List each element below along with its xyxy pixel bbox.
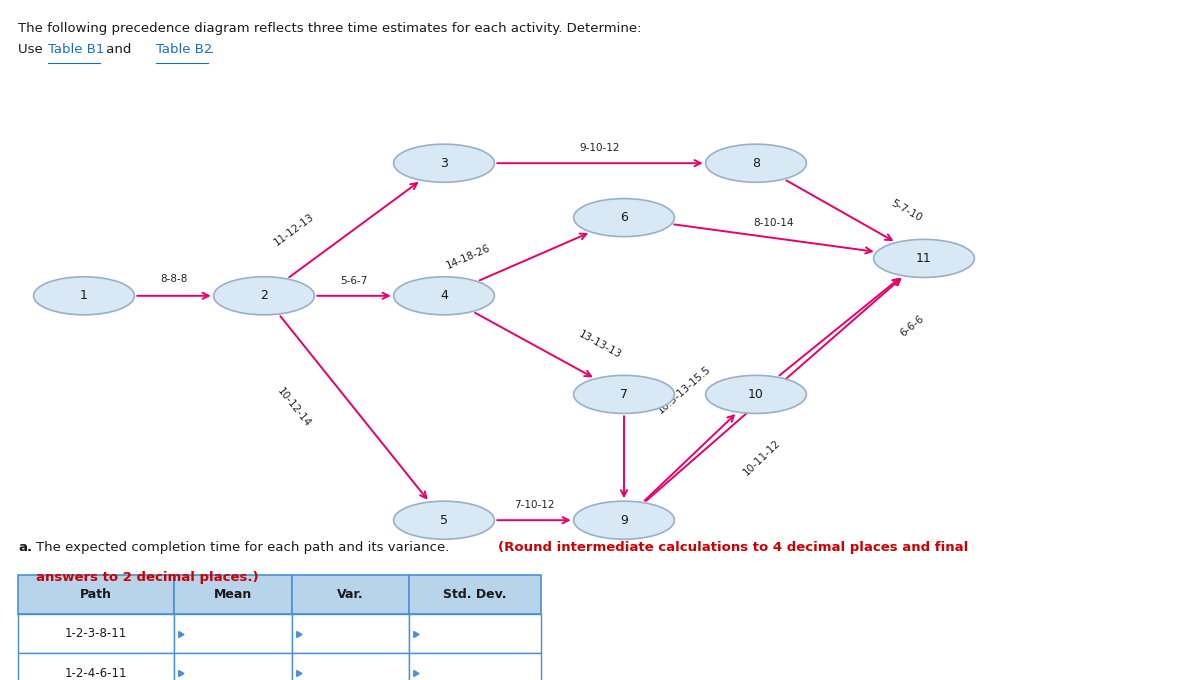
Ellipse shape bbox=[874, 239, 974, 277]
Bar bbox=[174, 614, 292, 653]
Text: 1: 1 bbox=[80, 289, 88, 303]
Text: 5-7-10: 5-7-10 bbox=[889, 198, 923, 224]
Text: 9-10-12: 9-10-12 bbox=[580, 143, 620, 153]
Text: 11: 11 bbox=[916, 252, 932, 265]
Bar bbox=[18, 653, 174, 680]
Text: (Round intermediate calculations to 4 decimal places and final: (Round intermediate calculations to 4 de… bbox=[498, 541, 968, 554]
Ellipse shape bbox=[394, 277, 494, 315]
Text: 7: 7 bbox=[620, 388, 628, 401]
Ellipse shape bbox=[574, 501, 674, 539]
Ellipse shape bbox=[706, 144, 806, 182]
Bar bbox=[174, 653, 292, 680]
Ellipse shape bbox=[394, 501, 494, 539]
Text: 6-6-6: 6-6-6 bbox=[899, 314, 925, 339]
Text: 3: 3 bbox=[440, 156, 448, 170]
Text: 1-2-4-6-11: 1-2-4-6-11 bbox=[65, 666, 127, 680]
Text: answers to 2 decimal places.): answers to 2 decimal places.) bbox=[36, 571, 259, 583]
Text: 10-11-12: 10-11-12 bbox=[742, 437, 782, 477]
Text: 9: 9 bbox=[620, 513, 628, 527]
Text: The expected completion time for each path and its variance.: The expected completion time for each pa… bbox=[36, 541, 454, 554]
Text: 4: 4 bbox=[440, 289, 448, 303]
Text: 8-8-8: 8-8-8 bbox=[161, 274, 187, 284]
Bar bbox=[18, 614, 174, 653]
Bar bbox=[292, 575, 409, 614]
Bar bbox=[292, 653, 409, 680]
Ellipse shape bbox=[706, 375, 806, 413]
Text: 2: 2 bbox=[260, 289, 268, 303]
Text: Table B1: Table B1 bbox=[48, 43, 104, 56]
Bar bbox=[18, 575, 174, 614]
Ellipse shape bbox=[34, 277, 134, 315]
Text: 5: 5 bbox=[440, 513, 448, 527]
Bar bbox=[292, 614, 409, 653]
Text: 7-10-12: 7-10-12 bbox=[514, 500, 554, 510]
Text: 10.5-13-15.5: 10.5-13-15.5 bbox=[655, 364, 713, 415]
Text: Std. Dev.: Std. Dev. bbox=[444, 588, 506, 601]
Text: 8-10-14: 8-10-14 bbox=[754, 218, 794, 228]
Text: a.: a. bbox=[18, 541, 32, 554]
Text: 8: 8 bbox=[752, 156, 760, 170]
Ellipse shape bbox=[214, 277, 314, 315]
Text: Table B2: Table B2 bbox=[156, 43, 212, 56]
Text: 14-18-26: 14-18-26 bbox=[444, 243, 492, 271]
Text: .: . bbox=[210, 43, 214, 56]
Text: Mean: Mean bbox=[214, 588, 252, 601]
Bar bbox=[409, 575, 541, 614]
Text: 1-2-3-8-11: 1-2-3-8-11 bbox=[65, 627, 127, 641]
Ellipse shape bbox=[574, 375, 674, 413]
Bar bbox=[409, 653, 541, 680]
Text: Path: Path bbox=[80, 588, 112, 601]
Text: 5-6-7: 5-6-7 bbox=[341, 276, 367, 286]
Text: 11-12-13: 11-12-13 bbox=[272, 211, 316, 248]
Text: Var.: Var. bbox=[337, 588, 364, 601]
Text: 10: 10 bbox=[748, 388, 764, 401]
Text: The following precedence diagram reflects three time estimates for each activity: The following precedence diagram reflect… bbox=[18, 22, 642, 35]
Text: 10-12-14: 10-12-14 bbox=[275, 386, 313, 430]
Bar bbox=[174, 575, 292, 614]
Ellipse shape bbox=[574, 199, 674, 237]
Bar bbox=[409, 614, 541, 653]
Text: 13-13-13: 13-13-13 bbox=[577, 329, 623, 361]
Text: and: and bbox=[102, 43, 136, 56]
Ellipse shape bbox=[394, 144, 494, 182]
Text: 6: 6 bbox=[620, 211, 628, 224]
Text: Use: Use bbox=[18, 43, 47, 56]
